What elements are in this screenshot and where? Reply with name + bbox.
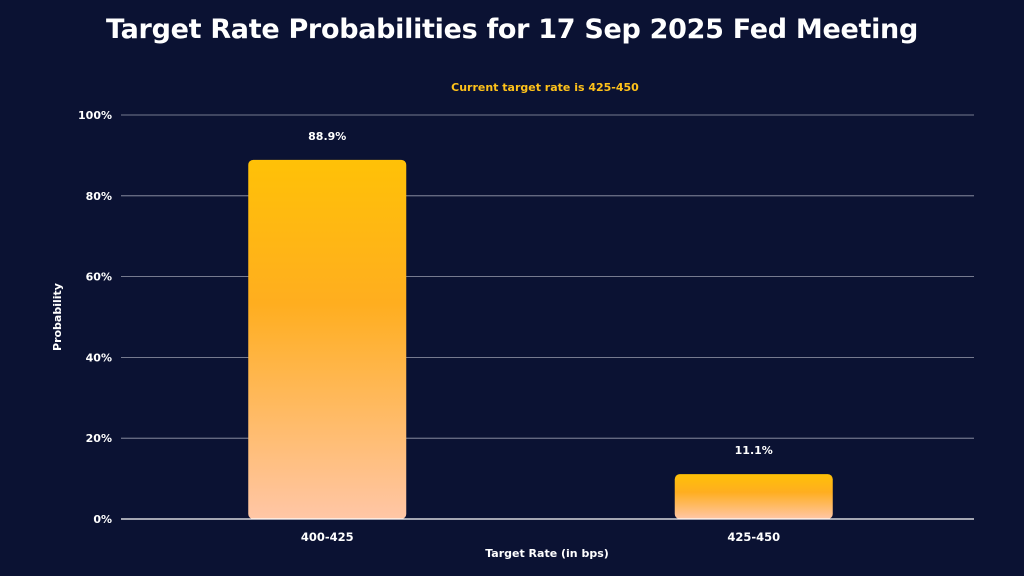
y-tick-label: 100% <box>78 109 112 122</box>
y-tick-label: 60% <box>86 271 112 284</box>
y-tick-label: 80% <box>86 190 112 203</box>
chart-subtitle: Current target rate is 425-450 <box>451 81 639 94</box>
x-tick-label: 425-450 <box>727 530 780 544</box>
bar-400-425 <box>248 159 407 519</box>
bar-value-label: 88.9% <box>308 130 346 143</box>
bar-value-label: 11.1% <box>735 444 773 457</box>
y-tick-label: 0% <box>93 513 112 526</box>
y-axis-label: Probability <box>51 283 64 351</box>
y-tick-label: 40% <box>86 351 112 364</box>
x-tick-label: 400-425 <box>301 530 354 544</box>
bar-425-450 <box>674 474 833 519</box>
y-tick-label: 20% <box>86 432 112 445</box>
x-axis-ticks: 400-425 425-450 <box>301 530 780 544</box>
bar-value-labels: 88.9% 11.1% <box>308 130 773 457</box>
y-axis-ticks: 0% 20% 40% 60% 80% 100% <box>78 109 112 526</box>
x-axis-label: Target Rate (in bps) <box>485 547 609 560</box>
bars <box>248 159 833 519</box>
chart-title: Target Rate Probabilities for 17 Sep 202… <box>106 14 918 45</box>
